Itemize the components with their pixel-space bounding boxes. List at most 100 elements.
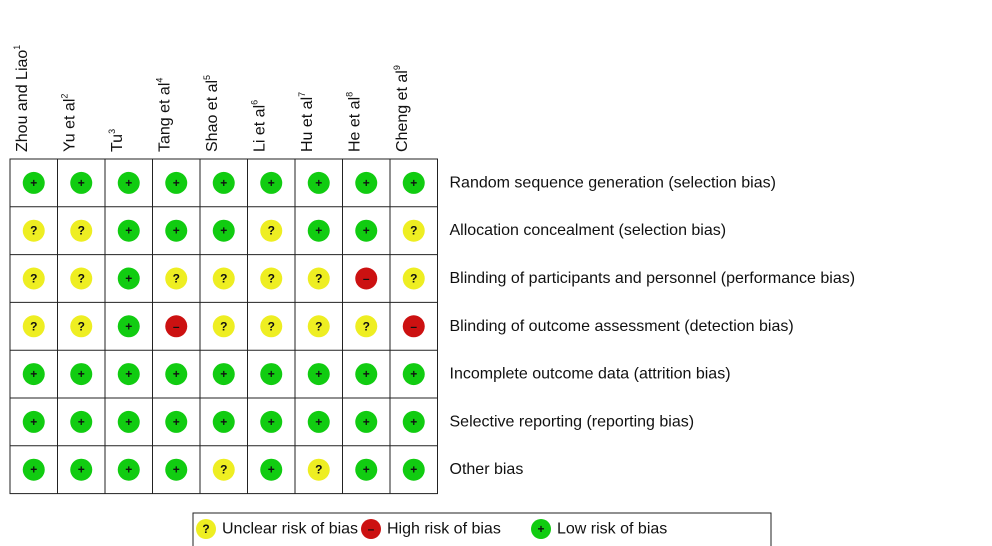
judgment-symbol: + — [268, 463, 275, 477]
judgment-circle — [165, 219, 188, 242]
study-name: Li et al — [252, 105, 269, 152]
judgment-circle — [212, 171, 235, 194]
domain-label: Other bias — [450, 461, 524, 478]
judgment-symbol: + — [125, 415, 132, 429]
judgment-circle — [70, 458, 93, 481]
domain-label: Selective reporting (reporting bias) — [450, 413, 695, 430]
judgment-symbol: ? — [363, 319, 370, 333]
study-ref: 8 — [345, 92, 355, 97]
judgment-circle — [212, 458, 235, 481]
judgment-symbol: ? — [315, 319, 322, 333]
judgment-circle — [307, 458, 330, 481]
judgment-circle — [22, 267, 45, 290]
study-name: Tang et al — [157, 83, 174, 152]
study-label: Li et al6 — [250, 100, 269, 152]
study-label: Hu et al7 — [297, 92, 316, 152]
judgment-symbol: + — [410, 415, 417, 429]
domain-label: Random sequence generation (selection bi… — [450, 174, 776, 191]
legend-circle — [196, 519, 216, 539]
judgment-symbol: + — [173, 176, 180, 190]
judgment-symbol: + — [173, 367, 180, 381]
study-label: Shao et al5 — [202, 75, 221, 152]
judgment-symbol: + — [220, 176, 227, 190]
judgment-circle — [70, 267, 93, 290]
judgment-circle — [22, 315, 45, 338]
judgment-circle — [22, 219, 45, 242]
judgment-symbol: + — [315, 367, 322, 381]
study-name: Tu — [109, 134, 126, 152]
judgment-circle — [307, 410, 330, 433]
judgment-symbol: + — [173, 463, 180, 477]
judgment-symbol: + — [173, 415, 180, 429]
judgment-symbol: ? — [30, 319, 37, 333]
judgment-circle — [70, 363, 93, 386]
judgment-symbol: ? — [315, 272, 322, 286]
domain-label: Allocation concealment (selection bias) — [450, 222, 727, 239]
study-ref: 7 — [297, 92, 307, 97]
judgment-symbol: + — [410, 463, 417, 477]
study-label: Zhou and Liao1 — [12, 45, 31, 152]
study-label: Tu3 — [107, 129, 126, 152]
judgment-symbol: + — [268, 176, 275, 190]
judgment-circle — [22, 363, 45, 386]
judgment-circle — [212, 410, 235, 433]
judgment-symbol: ? — [78, 272, 85, 286]
legend-symbol: ? — [202, 522, 209, 536]
judgment-symbol: + — [78, 415, 85, 429]
judgment-symbol: – — [173, 319, 180, 333]
judgment-circle — [22, 171, 45, 194]
judgment-circle — [307, 363, 330, 386]
judgment-symbol: – — [363, 272, 370, 286]
study-label: He et al8 — [345, 92, 364, 152]
domain-label: Blinding of outcome assessment (detectio… — [450, 318, 794, 335]
judgment-circle — [260, 363, 283, 386]
study-ref: 4 — [155, 78, 165, 83]
judgment-symbol: + — [410, 176, 417, 190]
judgment-circle — [212, 315, 235, 338]
judgment-symbol: + — [220, 367, 227, 381]
study-ref: 9 — [392, 65, 402, 70]
judgment-circle — [307, 315, 330, 338]
judgment-circle — [402, 219, 425, 242]
judgment-circle — [22, 410, 45, 433]
judgment-symbol: + — [30, 415, 37, 429]
judgment-symbol: + — [363, 176, 370, 190]
judgment-circle — [117, 363, 140, 386]
judgment-circle — [307, 219, 330, 242]
judgment-circle — [117, 219, 140, 242]
judgment-circle — [402, 410, 425, 433]
judgment-circle — [355, 267, 378, 290]
study-name: He et al — [347, 97, 364, 152]
judgment-symbol: + — [173, 224, 180, 238]
judgment-circle — [355, 171, 378, 194]
study-ref: 3 — [107, 129, 117, 134]
judgment-symbol: + — [125, 224, 132, 238]
study-name: Zhou and Liao — [14, 50, 31, 152]
study-ref: 2 — [60, 94, 70, 99]
judgment-circle — [165, 171, 188, 194]
judgment-circle — [260, 219, 283, 242]
judgment-circle — [260, 410, 283, 433]
judgment-circle — [22, 458, 45, 481]
judgment-symbol: + — [30, 176, 37, 190]
judgment-symbol: + — [315, 176, 322, 190]
legend-circle — [531, 519, 551, 539]
study-ref: 1 — [12, 45, 22, 50]
judgment-symbol: ? — [30, 224, 37, 238]
judgment-symbol: + — [125, 367, 132, 381]
study-name: Cheng et al — [394, 70, 411, 152]
judgment-symbol: + — [363, 367, 370, 381]
legend-box — [192, 512, 772, 546]
judgment-circle — [165, 458, 188, 481]
legend-symbol: + — [537, 522, 544, 536]
judgment-symbol: – — [410, 319, 417, 333]
judgment-symbol: + — [125, 272, 132, 286]
judgment-circle — [117, 458, 140, 481]
legend-circle — [361, 519, 381, 539]
judgment-symbol: + — [363, 463, 370, 477]
judgment-symbol: + — [363, 224, 370, 238]
judgment-circle — [165, 267, 188, 290]
judgment-symbol: ? — [30, 272, 37, 286]
study-ref: 6 — [250, 100, 260, 105]
judgment-circle — [117, 171, 140, 194]
